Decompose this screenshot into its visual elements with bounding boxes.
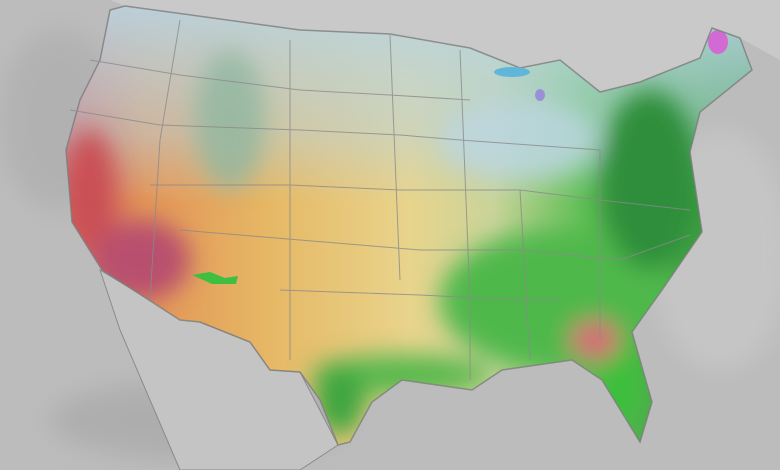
maine-magenta [708, 30, 728, 54]
arizona-green-patch [192, 272, 238, 284]
state-borders [65, 5, 753, 446]
canada-land [110, 0, 780, 92]
great-lakes [494, 67, 545, 101]
rockies-cool [195, 50, 265, 190]
florida-warm [570, 320, 620, 360]
